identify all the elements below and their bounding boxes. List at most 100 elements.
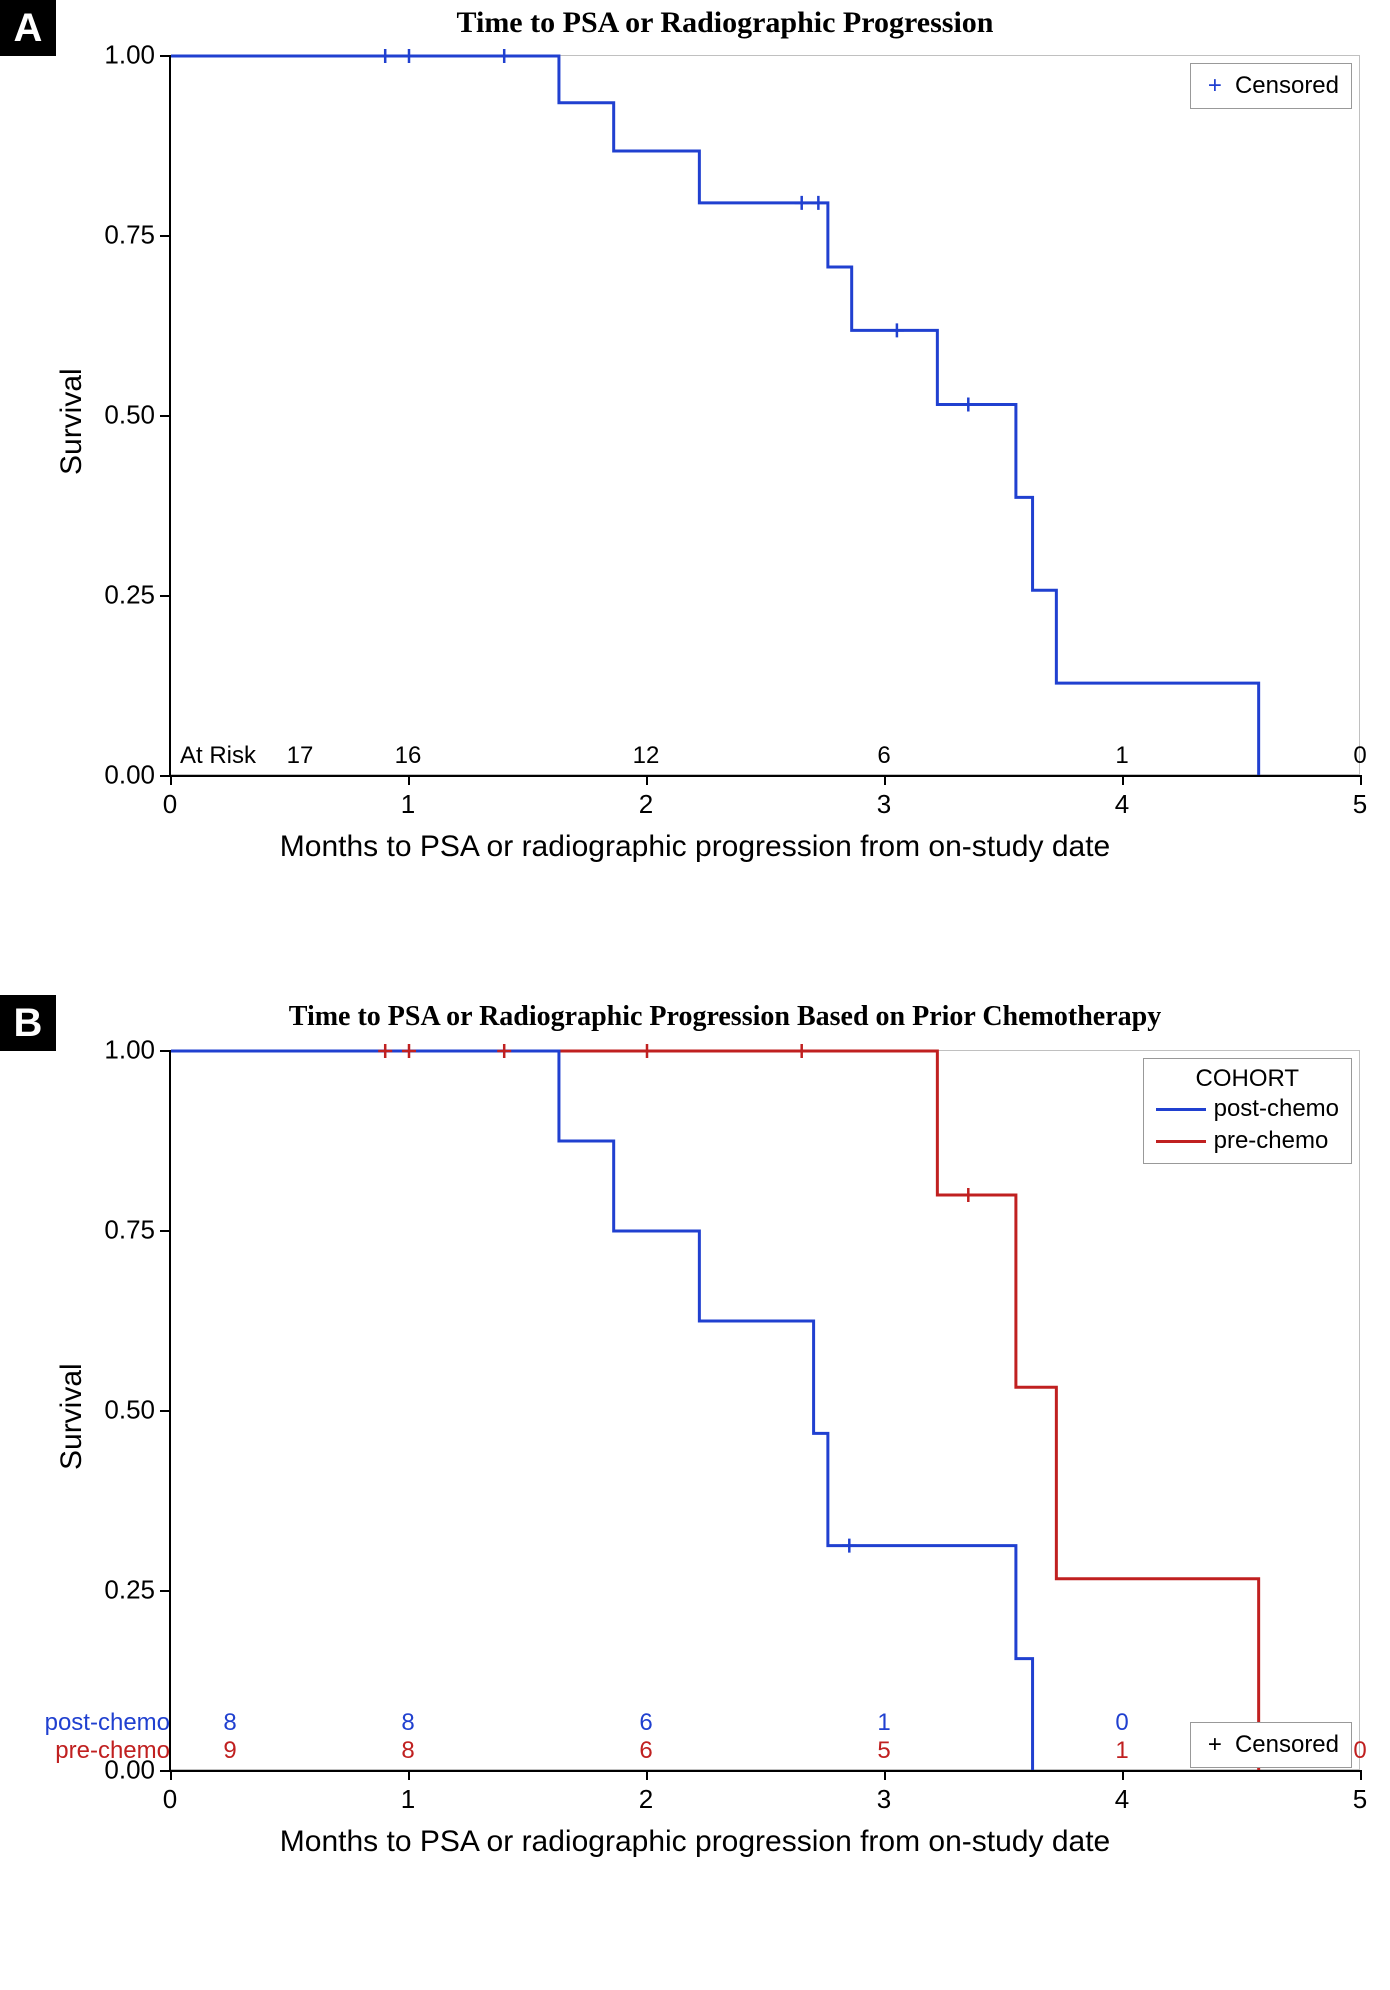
- y-tick: [160, 235, 170, 237]
- x-axis-title: Months to PSA or radiographic progressio…: [0, 830, 1390, 864]
- legend-label-pre_chemo: pre-chemo: [1214, 1127, 1329, 1155]
- at-risk-label-post: post-chemo: [20, 1709, 170, 1737]
- x-tick: [1360, 1770, 1362, 1780]
- censor-plus-icon: +: [1203, 72, 1227, 100]
- x-tick: [408, 1770, 410, 1780]
- km-step-line: [171, 1051, 1259, 1771]
- panel-b: B Time to PSA or Radiographic Progressio…: [0, 995, 1390, 1990]
- censor-plus-icon: +: [1203, 1731, 1227, 1759]
- x-tick-label: 5: [1353, 789, 1367, 820]
- y-axis-title: Survival: [55, 368, 89, 475]
- censor-mark-icon: [497, 49, 511, 63]
- at-risk-value-post: 6: [639, 1709, 652, 1737]
- x-tick-label: 4: [1115, 789, 1129, 820]
- at-risk-value-pre: 8: [401, 1737, 414, 1765]
- x-tick-label: 1: [401, 1784, 415, 1815]
- y-tick-label: 1.00: [90, 40, 155, 71]
- at-risk-value-pre: 0: [1353, 1737, 1366, 1765]
- censor-mark-icon: [378, 1044, 392, 1058]
- x-tick: [884, 1770, 886, 1780]
- x-axis-title: Months to PSA or radiographic progressio…: [0, 1825, 1390, 1859]
- at-risk-value-pre: 5: [877, 1737, 890, 1765]
- panel-a: A Time to PSA or Radiographic Progressio…: [0, 0, 1390, 995]
- x-tick-label: 2: [639, 789, 653, 820]
- at-risk-value: 12: [633, 742, 660, 770]
- y-tick-label: 1.00: [90, 1035, 155, 1066]
- y-tick-label: 0.25: [90, 1575, 155, 1606]
- at-risk-value-post: 8: [401, 1709, 414, 1737]
- panel-a-plot-area: [170, 55, 1360, 775]
- at-risk-value-pre: 9: [223, 1737, 236, 1765]
- at-risk-value: 0: [1353, 742, 1366, 770]
- censor-mark-icon: [890, 323, 904, 337]
- x-tick-label: 3: [877, 789, 891, 820]
- censor-mark-icon: [795, 1044, 809, 1058]
- y-tick: [160, 415, 170, 417]
- x-tick-label: 1: [401, 789, 415, 820]
- y-tick: [160, 1230, 170, 1232]
- km-step-line: [171, 1051, 1033, 1771]
- x-tick: [170, 1770, 172, 1780]
- at-risk-label: At Risk: [180, 742, 256, 770]
- x-axis: [170, 775, 1360, 777]
- x-tick: [1360, 775, 1362, 785]
- y-axis-title: Survival: [55, 1363, 89, 1470]
- legend-title: COHORT: [1156, 1065, 1339, 1093]
- at-risk-label-pre: pre-chemo: [20, 1737, 170, 1765]
- x-tick-label: 0: [163, 1784, 177, 1815]
- at-risk-value: 16: [395, 742, 422, 770]
- y-tick-label: 0.50: [90, 400, 155, 431]
- censor-mark-icon: [961, 397, 975, 411]
- x-tick: [1122, 1770, 1124, 1780]
- censor-mark-icon: [402, 49, 416, 63]
- panel-a-legend: + Censored: [1190, 63, 1352, 109]
- y-tick: [160, 775, 170, 777]
- at-risk-value-post: 8: [223, 1709, 236, 1737]
- y-tick: [160, 1050, 170, 1052]
- panel-a-svg: [171, 56, 1361, 776]
- at-risk-value: 6: [877, 742, 890, 770]
- x-tick-label: 4: [1115, 1784, 1129, 1815]
- y-tick: [160, 55, 170, 57]
- x-tick-label: 0: [163, 789, 177, 820]
- y-tick-label: 0.75: [90, 1215, 155, 1246]
- legend-label-post_chemo: post-chemo: [1214, 1095, 1339, 1123]
- panel-a-plot-wrap: 0123450.000.250.500.751.00Survival + Cen…: [0, 0, 1390, 995]
- x-tick: [408, 775, 410, 785]
- y-tick: [160, 595, 170, 597]
- legend-censored-label: Censored: [1235, 1731, 1339, 1759]
- figure: A Time to PSA or Radiographic Progressio…: [0, 0, 1390, 1990]
- x-tick-label: 2: [639, 1784, 653, 1815]
- x-tick: [170, 775, 172, 785]
- x-tick: [884, 775, 886, 785]
- x-tick: [1122, 775, 1124, 785]
- y-tick: [160, 1590, 170, 1592]
- y-tick-label: 0.00: [90, 760, 155, 791]
- y-tick-label: 0.50: [90, 1395, 155, 1426]
- panel-b-cohort-legend: COHORT post-chemo pre-chemo: [1143, 1058, 1352, 1164]
- x-tick-label: 3: [877, 1784, 891, 1815]
- y-tick: [160, 1770, 170, 1772]
- at-risk-value: 1: [1115, 742, 1128, 770]
- y-tick-label: 0.75: [90, 220, 155, 251]
- legend-censored-label: Censored: [1235, 72, 1339, 100]
- censor-mark-icon: [640, 1044, 654, 1058]
- x-tick: [646, 775, 648, 785]
- censor-mark-icon: [378, 49, 392, 63]
- censor-mark-icon: [795, 196, 809, 210]
- y-tick-label: 0.25: [90, 580, 155, 611]
- panel-b-censored-legend: + Censored: [1190, 1722, 1352, 1768]
- censor-mark-icon: [402, 1044, 416, 1058]
- at-risk-value-pre: 6: [639, 1737, 652, 1765]
- km-step-line: [171, 56, 1259, 776]
- at-risk-value: 17: [287, 742, 314, 770]
- x-tick-label: 5: [1353, 1784, 1367, 1815]
- censor-mark-icon: [811, 196, 825, 210]
- legend-swatch-pre_chemo: [1156, 1140, 1206, 1143]
- x-tick: [646, 1770, 648, 1780]
- y-tick: [160, 1410, 170, 1412]
- panel-b-plot-wrap: 0123450.000.250.500.751.00SurvivalCOHORT…: [0, 995, 1390, 1990]
- at-risk-value-post: 0: [1115, 1709, 1128, 1737]
- censor-mark-icon: [842, 1539, 856, 1553]
- at-risk-value-post: 1: [877, 1709, 890, 1737]
